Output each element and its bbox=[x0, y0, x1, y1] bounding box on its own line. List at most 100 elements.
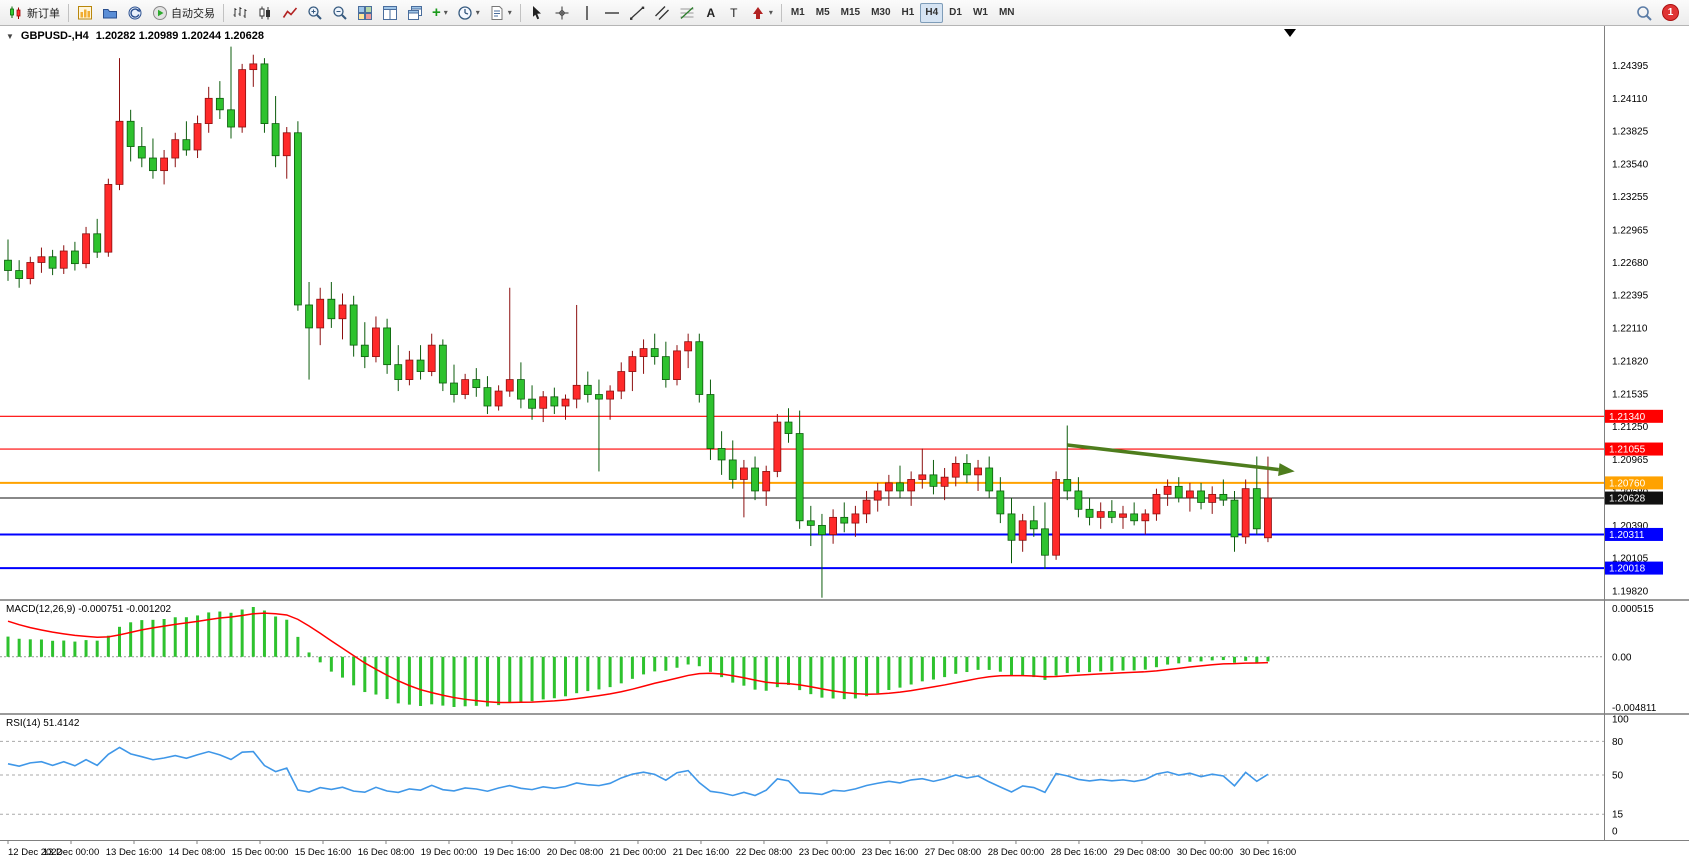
cascade-windows-button[interactable] bbox=[403, 3, 427, 23]
toolbar-separator bbox=[780, 3, 782, 22]
svg-text:1.20390: 1.20390 bbox=[1612, 521, 1649, 532]
text-button[interactable]: A bbox=[700, 3, 722, 23]
zoom-out-button[interactable] bbox=[328, 3, 352, 23]
refresh-button[interactable] bbox=[123, 3, 147, 23]
crosshair-icon bbox=[555, 6, 569, 19]
svg-text:1.22680: 1.22680 bbox=[1612, 258, 1649, 269]
svg-text:20 Dec 08:00: 20 Dec 08:00 bbox=[547, 847, 604, 858]
svg-text:28 Dec 16:00: 28 Dec 16:00 bbox=[1051, 847, 1108, 858]
trend-arrow-annotation[interactable] bbox=[1067, 443, 1295, 477]
tile-windows-button[interactable] bbox=[378, 3, 402, 23]
one-click-trading-toggle[interactable]: ▼ bbox=[6, 31, 14, 41]
period-button[interactable]: ▾ bbox=[453, 3, 484, 23]
chevron-down-icon: ▾ bbox=[768, 7, 773, 17]
timeframe-button-m15[interactable]: M15 bbox=[840, 7, 861, 18]
svg-text:1.23825: 1.23825 bbox=[1612, 127, 1649, 138]
refresh-icon bbox=[128, 6, 142, 19]
svg-text:1.20018: 1.20018 bbox=[1609, 564, 1646, 575]
profiles-folder-icon bbox=[103, 8, 117, 18]
profiles-button[interactable] bbox=[98, 3, 122, 23]
svg-text:1.22395: 1.22395 bbox=[1612, 291, 1649, 302]
price-axis-markers: 1.21340 1.21055 1.20760 1.20628 1.20311 1.200… bbox=[1605, 409, 1663, 575]
clock-icon bbox=[458, 5, 472, 20]
vertical-line-button[interactable] bbox=[575, 3, 599, 23]
add-indicator-button[interactable]: + ▾ bbox=[428, 3, 452, 23]
svg-text:1.23255: 1.23255 bbox=[1612, 192, 1649, 203]
search-icon bbox=[1637, 5, 1652, 21]
chart-shift-marker[interactable] bbox=[1284, 29, 1296, 37]
cursor-icon bbox=[532, 5, 541, 19]
new-order-label: 新订单 bbox=[27, 7, 60, 20]
tile-windows-icon bbox=[383, 5, 397, 20]
trendline-button[interactable] bbox=[625, 3, 649, 23]
autotrading-icon bbox=[153, 5, 167, 20]
new-order-icon bbox=[10, 6, 21, 19]
candlestick-chart-button[interactable] bbox=[253, 3, 277, 23]
svg-text:1.21055: 1.21055 bbox=[1609, 445, 1646, 456]
candlestick-chart-icon bbox=[259, 6, 270, 19]
cursor-button[interactable] bbox=[525, 3, 549, 23]
timeframe-button-m5[interactable]: M5 bbox=[815, 7, 830, 18]
timeframe-group: M1 M5 M15 M30 H1 H4 D1 W1 MN bbox=[786, 2, 1020, 23]
svg-text:1.22110: 1.22110 bbox=[1612, 323, 1648, 334]
svg-text:12 Dec 2022: 12 Dec 2022 bbox=[8, 847, 62, 858]
svg-text:0: 0 bbox=[1612, 827, 1618, 838]
new-chart-button[interactable] bbox=[73, 3, 97, 23]
template-icon bbox=[491, 5, 503, 20]
svg-text:16 Dec 08:00: 16 Dec 08:00 bbox=[358, 847, 415, 858]
horizontal-line-button[interactable] bbox=[600, 3, 624, 23]
label-button[interactable]: T bbox=[723, 3, 745, 23]
svg-text:1.20628: 1.20628 bbox=[1609, 494, 1646, 505]
ohlc-values: 1.20282 1.20989 1.20244 1.20628 bbox=[95, 30, 264, 42]
autotrading-label: 自动交易 bbox=[171, 7, 215, 20]
line-chart-button[interactable] bbox=[278, 3, 302, 23]
crosshair-button[interactable] bbox=[550, 3, 574, 23]
timeframe-button-h4[interactable]: H4 bbox=[920, 2, 944, 23]
notification-badge[interactable]: 1 bbox=[1662, 4, 1679, 21]
timeframe-button-m1[interactable]: M1 bbox=[790, 7, 805, 18]
zoom-in-icon bbox=[308, 5, 322, 20]
svg-text:14 Dec 08:00: 14 Dec 08:00 bbox=[169, 847, 226, 858]
svg-text:27 Dec 08:00: 27 Dec 08:00 bbox=[925, 847, 982, 858]
timeframe-button-w1[interactable]: W1 bbox=[972, 7, 988, 18]
svg-text:1.20760: 1.20760 bbox=[1609, 478, 1646, 489]
macd-indicator-label: MACD(12,26,9) -0.000751 -0.001202 bbox=[6, 604, 172, 615]
channel-icon bbox=[654, 5, 669, 20]
timeframe-button-d1[interactable]: D1 bbox=[949, 7, 962, 18]
svg-text:0.00: 0.00 bbox=[1612, 652, 1632, 663]
price-plot-layer[interactable] bbox=[0, 46, 1604, 598]
zoom-in-button[interactable] bbox=[303, 3, 327, 23]
zoom-out-icon bbox=[333, 5, 347, 20]
cascade-windows-icon bbox=[408, 5, 422, 20]
toolbar: 新订单 bbox=[0, 0, 1689, 26]
chart-canvas[interactable]: 1.24395 1.24110 1.23825 1.23540 1.23255 1.229… bbox=[0, 26, 1689, 863]
arrange-windows-button[interactable] bbox=[353, 3, 377, 23]
svg-text:22 Dec 08:00: 22 Dec 08:00 bbox=[736, 847, 793, 858]
svg-text:1.23540: 1.23540 bbox=[1612, 159, 1649, 170]
fibonacci-button[interactable] bbox=[675, 3, 699, 23]
chart-title-bar: ▼ GBPUSD-,H4 1.20282 1.20989 1.20244 1.2… bbox=[6, 30, 264, 42]
macd-panel[interactable] bbox=[0, 607, 1604, 707]
channel-button[interactable] bbox=[650, 3, 674, 23]
new-order-button[interactable]: 新订单 bbox=[4, 3, 64, 23]
rsi-indicator-label: RSI(14) 51.4142 bbox=[6, 718, 80, 729]
template-button[interactable]: ▾ bbox=[485, 3, 516, 23]
plus-icon: + bbox=[432, 3, 441, 21]
line-chart-icon bbox=[282, 6, 298, 18]
chevron-down-icon: ▾ bbox=[507, 7, 512, 17]
rsi-panel[interactable] bbox=[0, 740, 1604, 815]
timeframe-button-mn[interactable]: MN bbox=[998, 7, 1015, 18]
timeframe-button-m30[interactable]: M30 bbox=[871, 7, 891, 18]
timeframe-button-h1[interactable]: H1 bbox=[901, 7, 915, 18]
autotrading-button[interactable]: 自动交易 bbox=[148, 3, 219, 23]
svg-text:100: 100 bbox=[1612, 715, 1629, 726]
bar-chart-button[interactable] bbox=[228, 3, 252, 23]
toolbar-separator bbox=[519, 3, 521, 22]
svg-text:21 Dec 16:00: 21 Dec 16:00 bbox=[673, 847, 730, 858]
shapes-button[interactable]: ▾ bbox=[746, 3, 777, 23]
price-axis[interactable]: 1.24395 1.24110 1.23825 1.23540 1.23255 1.229… bbox=[1612, 61, 1657, 837]
search-button[interactable] bbox=[1631, 3, 1657, 23]
vertical-line-icon bbox=[586, 5, 588, 20]
